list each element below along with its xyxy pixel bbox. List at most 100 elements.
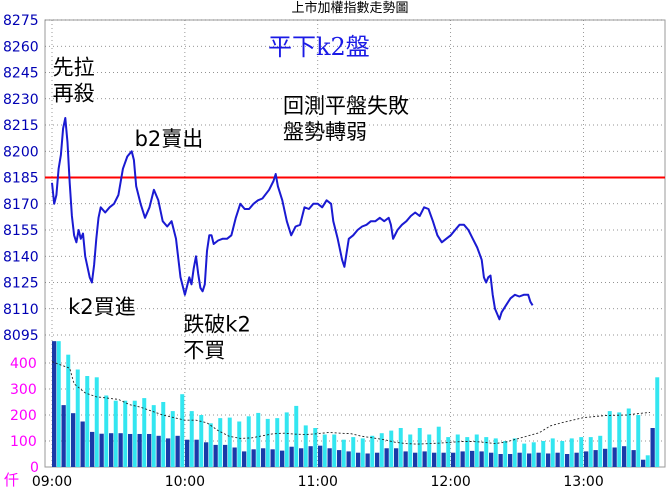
volume-bar-light <box>199 415 204 467</box>
volume-bar-dark <box>280 450 285 467</box>
volume-bar-light <box>370 435 375 467</box>
volume-bar-dark <box>185 439 190 467</box>
volume-bar-light <box>379 433 384 467</box>
volume-bar-dark <box>318 445 323 467</box>
volume-unit-label: 仟 <box>4 471 19 489</box>
volume-bar-light <box>294 405 299 467</box>
volume-bar-dark <box>242 451 247 467</box>
volume-bar-dark <box>498 454 503 467</box>
volume-tick-label: 300 <box>10 382 37 398</box>
volume-bar-light <box>512 438 517 467</box>
volume-bar-light <box>455 434 460 467</box>
volume-tick-labels: 400 300 200 100 0 <box>10 356 39 476</box>
volume-bar-light <box>436 426 441 467</box>
volume-bar-dark <box>432 452 437 467</box>
volume-bar-dark <box>80 421 85 467</box>
y-tick-label: 8140 <box>3 249 39 265</box>
volume-bar-dark <box>251 449 256 467</box>
annotation-text: b2賣出 <box>135 127 204 151</box>
volume-bar-dark <box>232 447 237 467</box>
volume-bar-light <box>531 442 536 467</box>
volume-bar-dark <box>565 454 570 467</box>
volume-bar-light <box>218 418 223 467</box>
x-tick-label: 12:00 <box>430 474 470 490</box>
volume-bar-light <box>493 438 498 467</box>
volume-bar-dark <box>422 451 427 467</box>
volume-bar-dark <box>574 452 579 467</box>
volume-bar-light <box>522 443 527 467</box>
volume-bar-dark <box>90 431 95 467</box>
volume-bar-dark <box>137 433 142 467</box>
volume-bar-dark <box>489 452 494 467</box>
volume-bar-dark <box>156 435 161 467</box>
volume-bar-dark <box>536 452 541 467</box>
volume-bar-light <box>626 408 631 467</box>
volume-bar-light <box>389 430 394 467</box>
volume-bar-light <box>170 411 175 467</box>
volume-bar-dark <box>128 433 133 467</box>
y-tick-label: 8155 <box>3 223 39 239</box>
volume-bars <box>52 341 660 467</box>
volume-bar-light <box>560 441 565 467</box>
volume-bar-light <box>66 354 71 467</box>
volume-bar-dark <box>223 444 228 467</box>
volume-bar-light <box>94 377 99 467</box>
x-tick-label: 10:00 <box>165 474 205 490</box>
volume-bar-light <box>313 428 318 467</box>
volume-bar-dark <box>517 452 522 467</box>
y-tick-label: 8230 <box>3 92 39 108</box>
volume-bar-dark <box>308 446 313 467</box>
volume-bar-light <box>265 418 270 467</box>
volume-bar-dark <box>337 450 342 467</box>
volume-bar-dark <box>612 447 617 467</box>
volume-bar-dark <box>147 433 152 467</box>
volume-bar-dark <box>61 405 66 467</box>
y-tick-label: 8245 <box>3 66 39 82</box>
volume-bar-dark <box>650 428 655 467</box>
x-tick-label: 11:00 <box>298 474 338 490</box>
volume-bar-light <box>645 455 650 467</box>
volume-bar-light <box>617 412 622 467</box>
volume-bar-light <box>427 434 432 467</box>
volume-bar-light <box>607 411 612 467</box>
annotation-text: 再殺 <box>53 81 95 105</box>
volume-bar-dark <box>71 413 76 467</box>
volume-bar-light <box>569 438 574 467</box>
volume-bar-light <box>341 439 346 467</box>
volume-bar-light <box>256 412 261 467</box>
volume-bar-light <box>85 376 90 467</box>
y-tick-label: 8200 <box>3 144 39 160</box>
y-tick-label: 8170 <box>3 197 39 213</box>
volume-tick-label: 200 <box>10 408 37 424</box>
x-tick-label: 09:00 <box>32 474 72 490</box>
volume-bar-light <box>303 425 308 467</box>
volume-bar-dark <box>270 449 275 467</box>
volume-bar-light <box>503 441 508 467</box>
volume-moving-average <box>51 361 651 445</box>
price-line <box>51 117 534 321</box>
volume-bar-light <box>588 437 593 467</box>
grid <box>45 19 665 467</box>
y-tick-label: 8110 <box>3 302 39 318</box>
y-tick-label: 8185 <box>3 171 39 187</box>
volume-bar-dark <box>109 433 114 467</box>
volume-tick-label: 0 <box>30 460 39 476</box>
volume-bar-dark <box>356 452 361 467</box>
volume-tick-label: 400 <box>10 356 37 372</box>
volume-bar-light <box>579 437 584 467</box>
y-tick-label: 8215 <box>3 118 39 134</box>
annotation-text: 盤勢轉弱 <box>283 120 367 144</box>
volume-bar-dark <box>555 452 560 467</box>
volume-bar-dark <box>299 448 304 467</box>
volume-bar-light <box>275 418 280 467</box>
x-tick-label: 13:00 <box>563 474 603 490</box>
volume-bar-dark <box>346 451 351 467</box>
volume-bar-dark <box>508 454 513 467</box>
volume-bar-light <box>104 395 109 467</box>
volume-bar-dark <box>99 433 104 467</box>
volume-ma-line <box>51 361 651 445</box>
volume-bar-dark <box>631 450 636 467</box>
volume-bar-dark <box>403 451 408 467</box>
volume-bar-dark <box>584 451 589 467</box>
volume-bar-light <box>284 412 289 467</box>
